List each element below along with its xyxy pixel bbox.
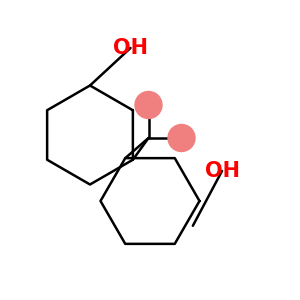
Text: OH: OH [205, 161, 239, 181]
Text: OH: OH [113, 38, 148, 58]
Circle shape [135, 92, 162, 118]
Circle shape [168, 124, 195, 152]
